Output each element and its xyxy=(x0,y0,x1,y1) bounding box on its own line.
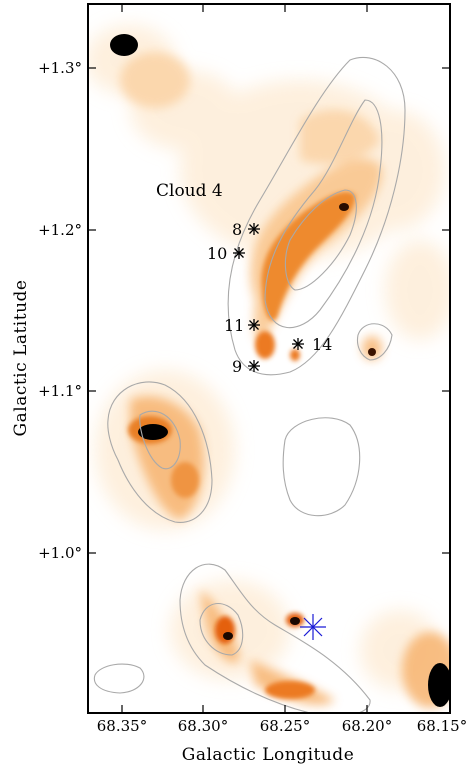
blue-star-marker xyxy=(300,614,326,640)
x-tick-labels: 68.35° 68.30° 68.25° 68.20° 68.15° xyxy=(97,717,467,735)
source-label-11: 11 xyxy=(224,316,244,335)
source-marker-9 xyxy=(248,360,260,372)
source-label-8: 8 xyxy=(232,220,242,239)
source-markers xyxy=(233,223,304,372)
y-axis-title: Galactic Latitude xyxy=(11,280,31,437)
x-tick-label: 68.15° xyxy=(417,717,467,735)
contour-lines xyxy=(93,56,406,713)
source-label-9: 9 xyxy=(232,357,242,376)
source-marker-8 xyxy=(248,223,260,235)
y-tick-label: +1.2° xyxy=(38,221,82,239)
cloud-label: Cloud 4 xyxy=(156,181,223,201)
y-tick-label: +1.1° xyxy=(38,382,82,400)
y-tick-label: +1.0° xyxy=(38,544,82,562)
y-tick-label: +1.3° xyxy=(38,59,82,77)
x-axis-title: Galactic Longitude xyxy=(182,745,355,765)
source-marker-11 xyxy=(248,319,260,331)
tick-marks xyxy=(88,4,450,713)
source-label-14: 14 xyxy=(312,335,332,354)
source-labels: 8 10 11 9 14 xyxy=(207,220,332,376)
x-tick-label: 68.30° xyxy=(178,717,228,735)
y-tick-labels: +1.3° +1.2° +1.1° +1.0° xyxy=(38,59,82,562)
x-tick-label: 68.25° xyxy=(260,717,310,735)
map-panel xyxy=(88,4,450,713)
source-marker-10 xyxy=(233,247,245,259)
x-tick-label: 68.35° xyxy=(97,717,147,735)
x-tick-label: 68.20° xyxy=(342,717,392,735)
source-marker-14 xyxy=(292,338,304,350)
emission-peaks xyxy=(110,34,450,707)
source-label-10: 10 xyxy=(207,244,227,263)
plot-frame xyxy=(87,3,451,714)
